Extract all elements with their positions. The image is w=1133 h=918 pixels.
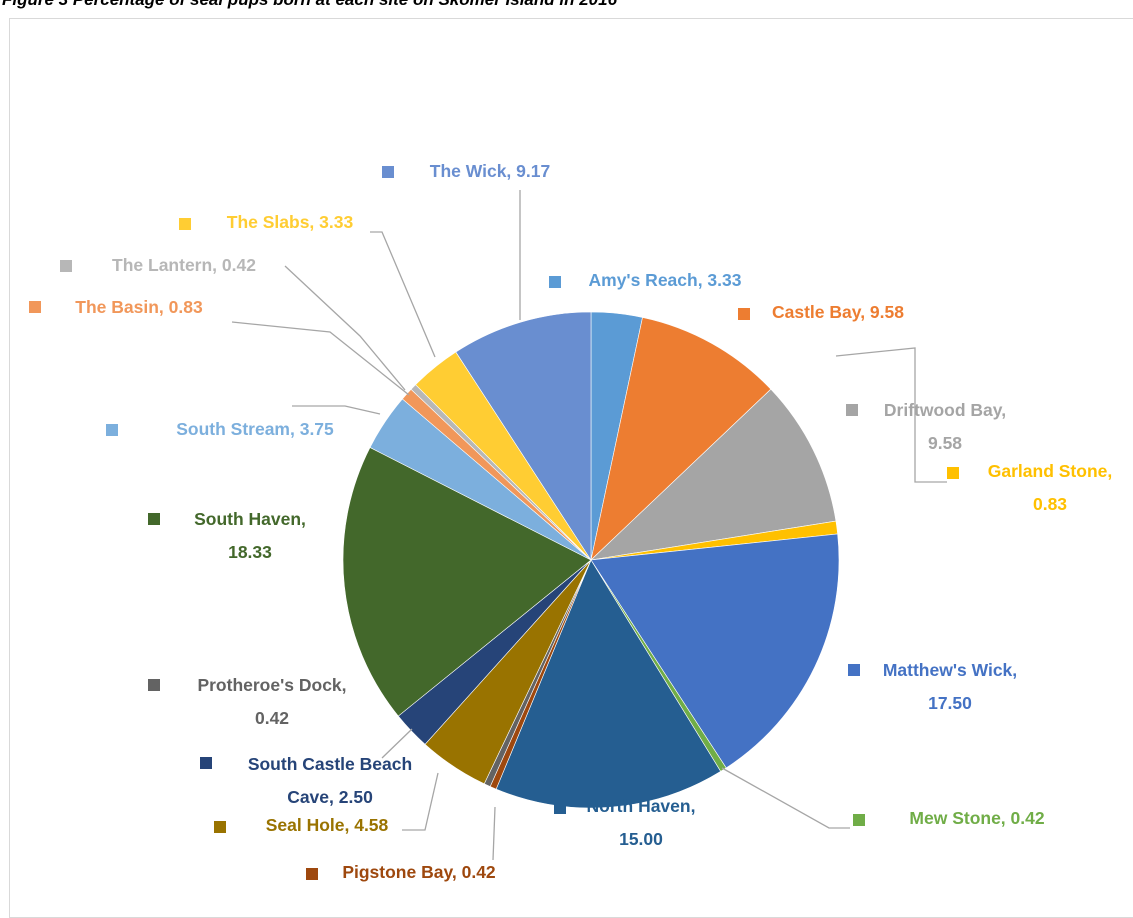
- leader-line-garland-stone: [835, 347, 947, 483]
- leader-line-mew-stone: [721, 767, 850, 829]
- leader-line-the-basin: [231, 321, 410, 396]
- label-key-mew-stone: [853, 814, 865, 826]
- data-label-garland-stone: Garland Stone, 0.83: [988, 461, 1112, 514]
- label-key-amy-s-reach: [549, 276, 561, 288]
- label-key-south-castle-beach-cave: [200, 757, 212, 769]
- leader-line-pigstone-bay: [492, 806, 496, 861]
- pie-chart: Amy's Reach, 3.33 Castle Bay, 9.58 Driftwo…: [29, 161, 1112, 882]
- data-label-amy-s-reach: Amy's Reach, 3.33: [589, 270, 742, 290]
- leader-line-the-lantern: [284, 265, 406, 391]
- data-label-pigstone-bay: Pigstone Bay, 0.42: [342, 862, 496, 882]
- label-key-the-slabs: [179, 218, 191, 230]
- leader-line-the-slabs: [370, 231, 436, 358]
- label-key-matthew-s-wick: [848, 664, 860, 676]
- data-label-the-slabs: The Slabs, 3.33: [227, 212, 354, 232]
- data-label-south-haven: South Haven, 18.33: [194, 509, 306, 562]
- data-label-seal-hole: Seal Hole, 4.58: [266, 815, 389, 835]
- label-key-driftwood-bay: [846, 404, 858, 416]
- data-label-the-wick: The Wick, 9.17: [430, 161, 550, 181]
- label-key-seal-hole: [214, 821, 226, 833]
- pie-slice-castle-bay: [590, 317, 772, 561]
- data-label-protheroe-s-dock: Protheroe's Dock, 0.42: [197, 675, 346, 728]
- label-key-castle-bay: [738, 308, 750, 320]
- leader-line-south-stream: [292, 405, 381, 415]
- pie-slice-driftwood-bay: [590, 388, 837, 561]
- pie-slice-matthew-s-wick: [590, 533, 840, 769]
- label-key-south-stream: [106, 424, 118, 436]
- pie-slice-south-haven: [342, 447, 592, 717]
- data-label-matthew-s-wick: Matthew's Wick, 17.50: [883, 660, 1017, 713]
- leader-line-seal-hole: [402, 772, 439, 831]
- data-label-south-stream: South Stream, 3.75: [176, 419, 334, 439]
- pie-slice-north-haven: [495, 559, 722, 809]
- label-key-pigstone-bay: [306, 868, 318, 880]
- data-label-driftwood-bay: Driftwood Bay, 9.58: [884, 400, 1006, 453]
- figure-title: Figure 3 Percentage of seal pups born at…: [2, 0, 617, 10]
- label-key-the-lantern: [60, 260, 72, 272]
- pie-slice-the-wick: [455, 311, 592, 562]
- label-key-south-haven: [148, 513, 160, 525]
- data-label-mew-stone: Mew Stone, 0.42: [909, 808, 1044, 828]
- leader-line-protheroe-s-dock: [381, 728, 413, 759]
- data-label-castle-bay: Castle Bay, 9.58: [772, 302, 904, 322]
- data-label-north-haven: North Haven, 15.00: [587, 796, 696, 849]
- label-key-garland-stone: [947, 467, 959, 479]
- label-key-the-wick: [382, 166, 394, 178]
- label-key-the-basin: [29, 301, 41, 313]
- data-label-the-basin: The Basin, 0.83: [75, 297, 203, 317]
- data-label-south-castle-beach-cave: South Castle Beach Cave, 2.50: [248, 754, 412, 807]
- label-key-protheroe-s-dock: [148, 679, 160, 691]
- label-key-north-haven: [554, 802, 566, 814]
- data-label-the-lantern: The Lantern, 0.42: [112, 255, 256, 275]
